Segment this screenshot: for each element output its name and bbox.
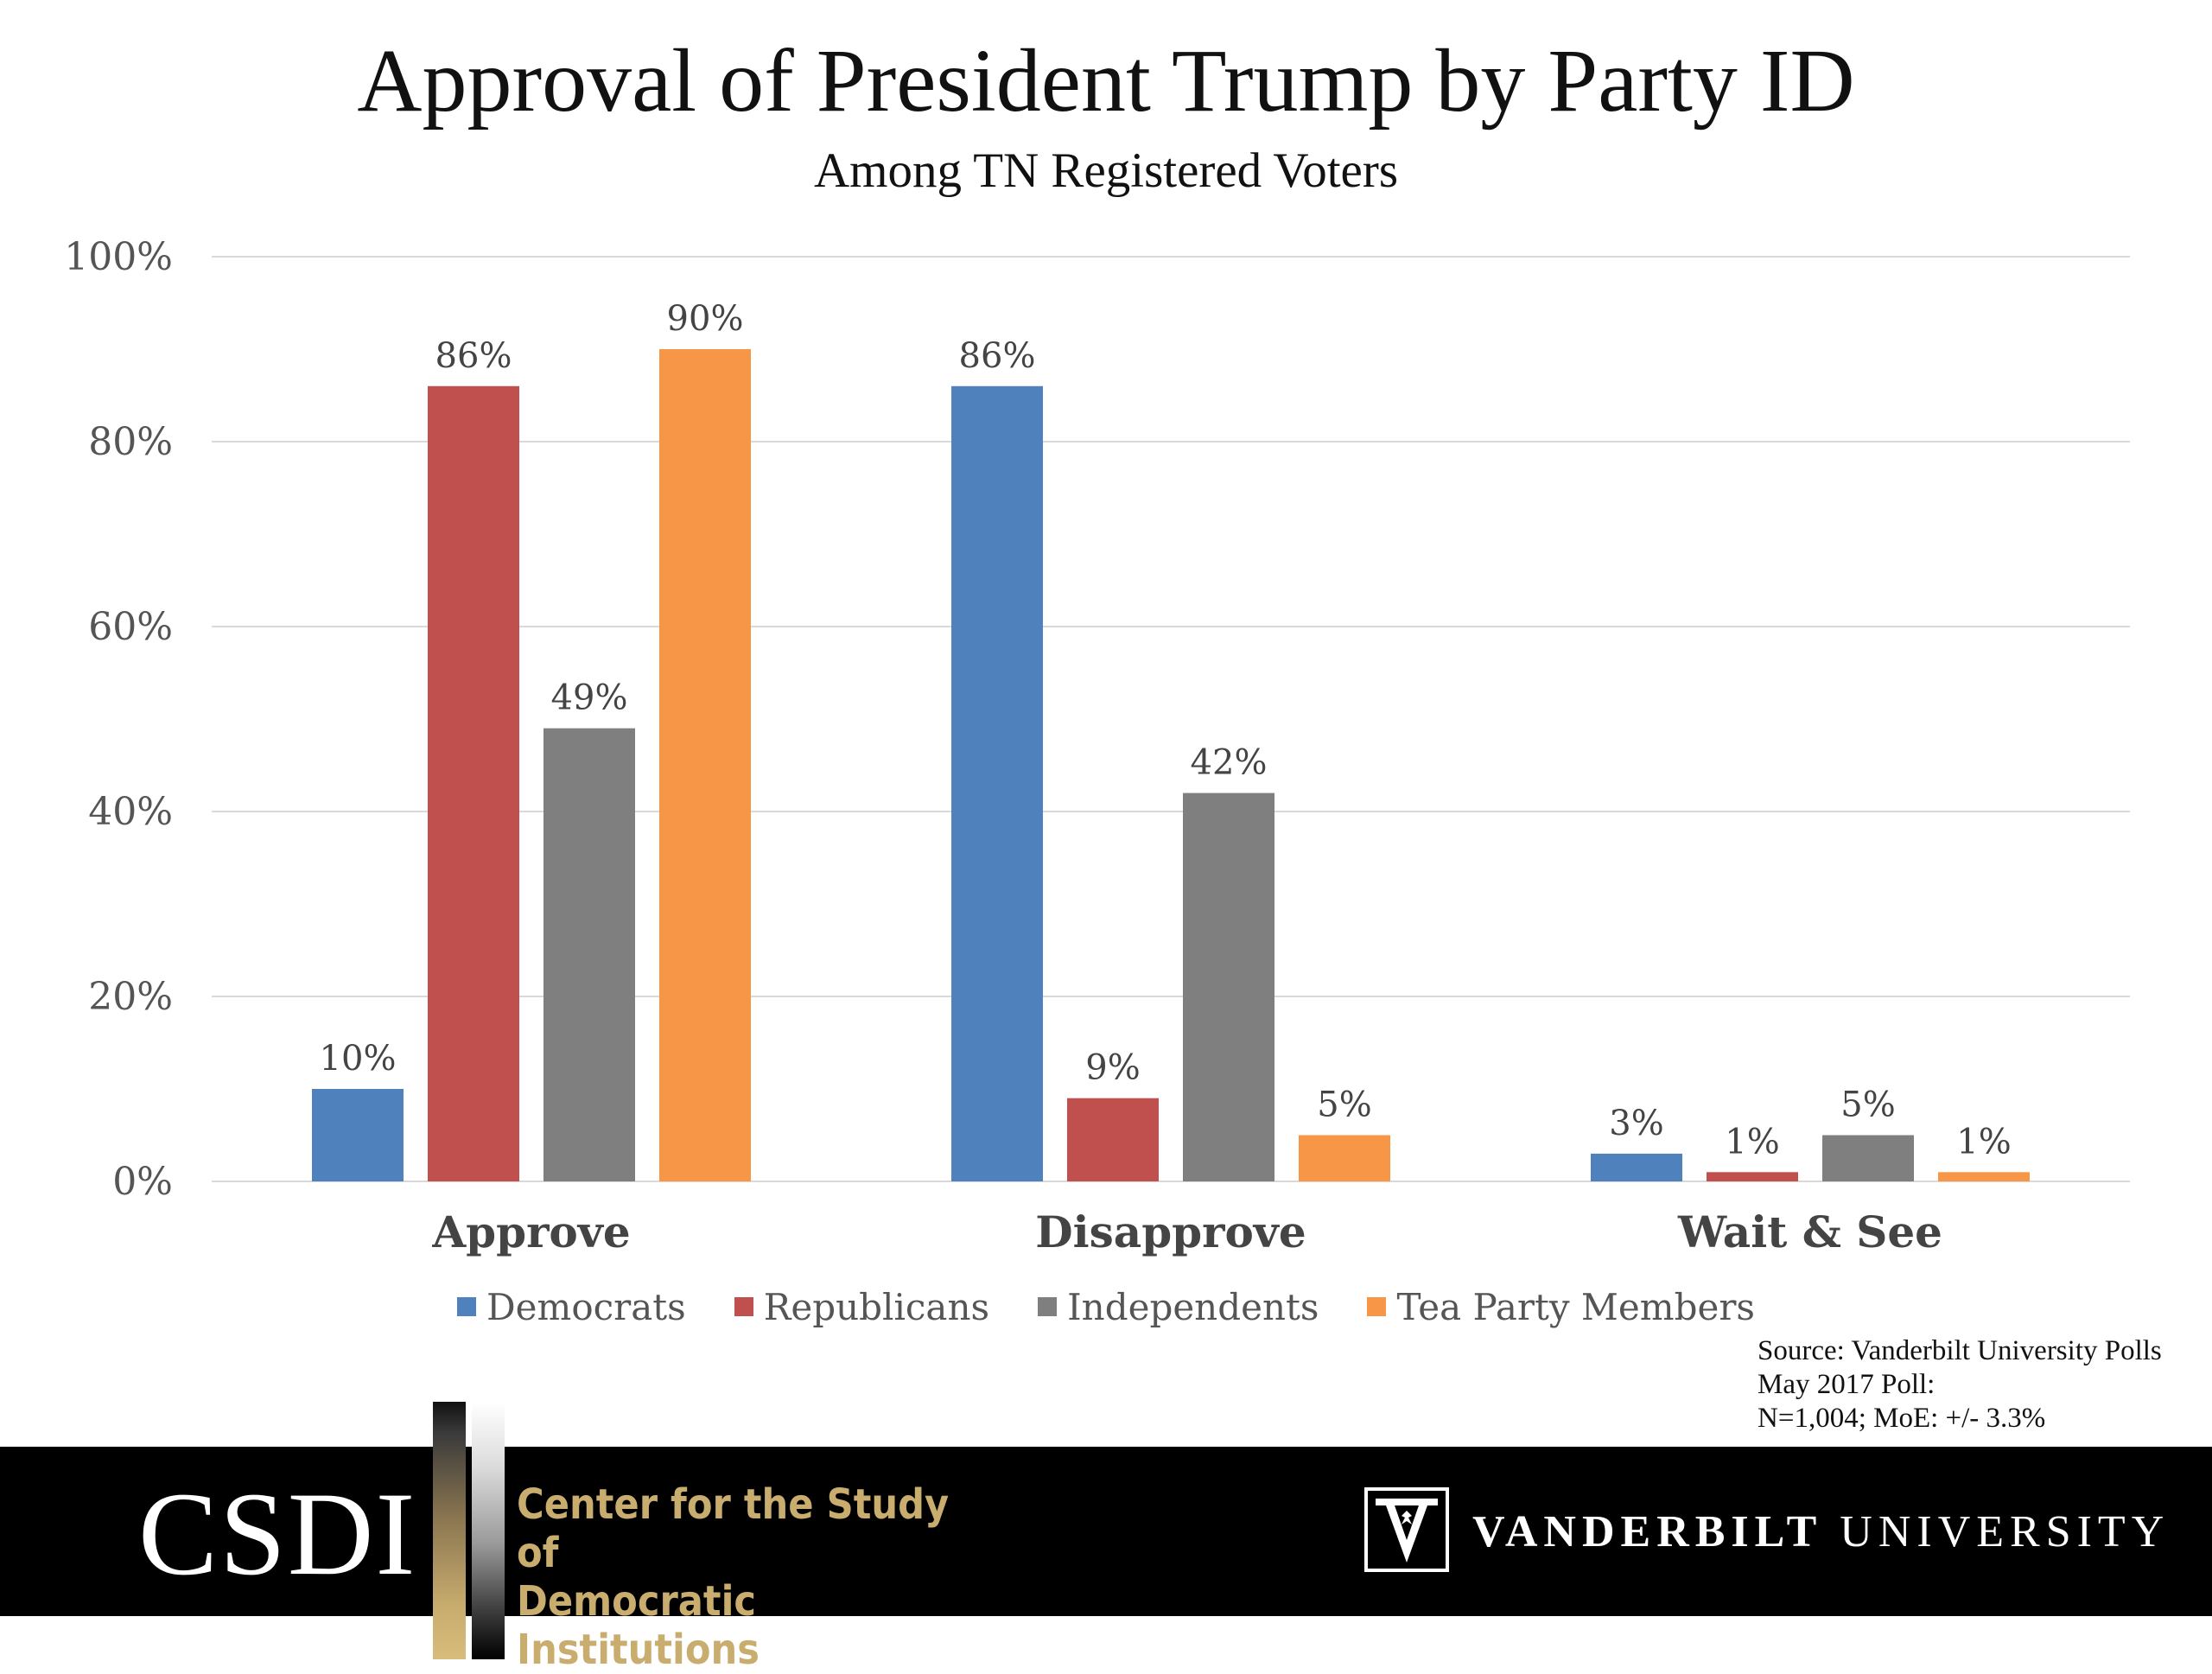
data-label: 1% [1725,1122,1779,1162]
data-label: 9% [1085,1048,1140,1088]
y-tick-label: 20% [88,975,173,1019]
bar [1299,1135,1390,1181]
footer-bar [0,1447,2212,1616]
bar [1183,792,1274,1181]
legend-item: Independents [1038,1286,1319,1328]
poll-date: May 2017 Poll: [1758,1369,1936,1400]
chart-subtitle: Among TN Registered Voters [813,143,1399,198]
y-axis-ticks: 0% 20% 40% 60% 80% 100% [64,235,173,1204]
y-tick-label: 40% [88,790,173,834]
legend-item: Democrats [457,1286,686,1328]
y-tick-label: 0% [112,1160,173,1204]
gold-stripe [433,1402,466,1659]
data-label: 42% [1191,743,1268,783]
legend-label: Republicans [763,1285,990,1328]
data-label: 5% [1317,1085,1371,1125]
sample-size: N=1,004; MoE: +/- 3.3% [1758,1403,2046,1434]
legend-item: Tea Party Members [1367,1286,1755,1328]
bar-chart: 0% 20% 40% 60% 80% 100% 10% 86% 49% 90% 86% 9% 42% 5… [64,235,2130,1257]
csdi-name: Center for the Study of Democratic Insti… [517,1480,983,1674]
silver-stripe [472,1402,505,1659]
bar [543,728,635,1181]
bar [659,349,751,1181]
bar [1591,1153,1682,1181]
vanderbilt-light: UNIVERSITY [1840,1507,2171,1556]
y-tick-label: 80% [88,420,173,464]
legend: Democrats Republicans Independents Tea Part… [0,1281,2212,1333]
source-note: Source: Vanderbilt University Polls May … [1758,1334,2207,1435]
vanderbilt-shield-icon [1364,1487,1449,1572]
source-line: Source: Vanderbilt University Polls [1758,1335,2162,1366]
data-label: 3% [1609,1104,1663,1143]
legend-item: Republicans [734,1286,989,1328]
legend-label: Tea Party Members [1396,1285,1755,1328]
data-label: 49% [551,678,628,718]
legend-label: Democrats [486,1285,686,1328]
category-labels: Approve Disapprove Wait & See [431,1206,1942,1257]
y-tick-label: 100% [64,235,173,279]
data-label: 86% [435,336,512,376]
csdi-logo: CSDI [138,1467,417,1600]
bars [312,349,2030,1181]
bar [1067,1098,1159,1181]
chart-title: Approval of President Trump by Party ID [357,31,1855,130]
data-label: 10% [320,1039,397,1079]
bar [312,1089,404,1181]
bar [428,385,519,1181]
legend-swatch [734,1297,753,1316]
data-label: 1% [1956,1122,2011,1162]
csdi-name-line1: Center for the Study of [517,1480,950,1577]
vanderbilt-wordmark: VANDERBILT UNIVERSITY [1472,1502,2170,1563]
csdi-name-line2: Democratic Institutions [517,1577,760,1674]
data-labels: 10% 86% 49% 90% 86% 9% 42% 5% 3% 1% 5% 1% [320,299,2012,1162]
gridlines [212,256,2130,1182]
legend-swatch [457,1297,476,1316]
bar [1938,1172,2030,1181]
data-label: 86% [959,336,1036,376]
category-label: Wait & See [1677,1206,1942,1257]
category-label: Disapprove [1035,1206,1306,1257]
bar [1822,1135,1914,1181]
vanderbilt-bold: VANDERBILT [1472,1507,1823,1556]
bar [951,385,1043,1181]
legend-swatch [1367,1297,1387,1316]
data-label: 5% [1840,1085,1895,1125]
y-tick-label: 60% [88,605,173,649]
category-label: Approve [431,1206,630,1257]
bar [1707,1172,1798,1181]
legend-label: Independents [1067,1285,1319,1328]
data-label: 90% [667,299,744,339]
legend-swatch [1038,1297,1058,1316]
